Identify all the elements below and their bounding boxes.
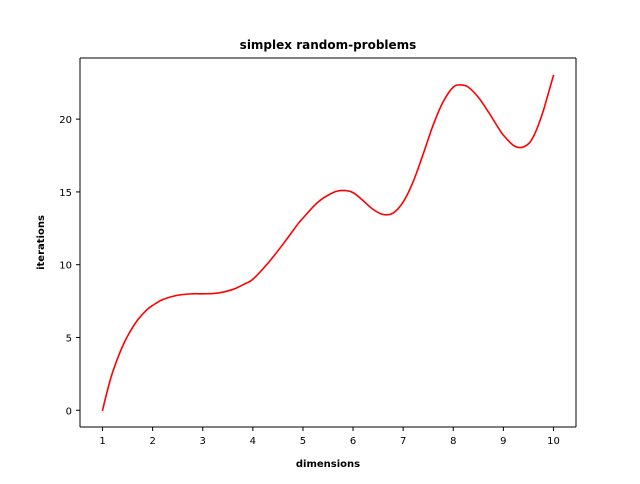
chart-title: simplex random-problems <box>240 38 417 52</box>
y-axis-ticks: 0 5 10 15 20 <box>59 115 80 417</box>
x-tick-label: 3 <box>200 436 206 447</box>
y-axis-label: iterations <box>36 215 47 270</box>
x-tick-label: 9 <box>500 436 506 447</box>
y-tick-label: 15 <box>59 188 72 199</box>
y-tick-label: 10 <box>59 261 72 272</box>
x-axis-label: dimensions <box>296 459 360 470</box>
x-tick-label: 4 <box>250 436 256 447</box>
series-layer <box>101 74 555 412</box>
series-line-0 <box>101 74 555 412</box>
x-axis-ticks: 1 2 3 4 5 6 7 8 9 10 <box>99 427 560 447</box>
y-tick-label: 20 <box>59 115 72 126</box>
x-tick-label: 5 <box>300 436 306 447</box>
x-tick-label: 7 <box>400 436 406 447</box>
x-tick-label: 1 <box>99 436 105 447</box>
x-tick-label: 10 <box>547 436 560 447</box>
x-tick-label: 8 <box>450 436 456 447</box>
y-tick-label: 0 <box>66 406 72 417</box>
x-tick-label: 6 <box>350 436 356 447</box>
plot-area <box>80 58 576 427</box>
x-tick-label: 2 <box>149 436 155 447</box>
y-tick-label: 5 <box>66 333 72 344</box>
